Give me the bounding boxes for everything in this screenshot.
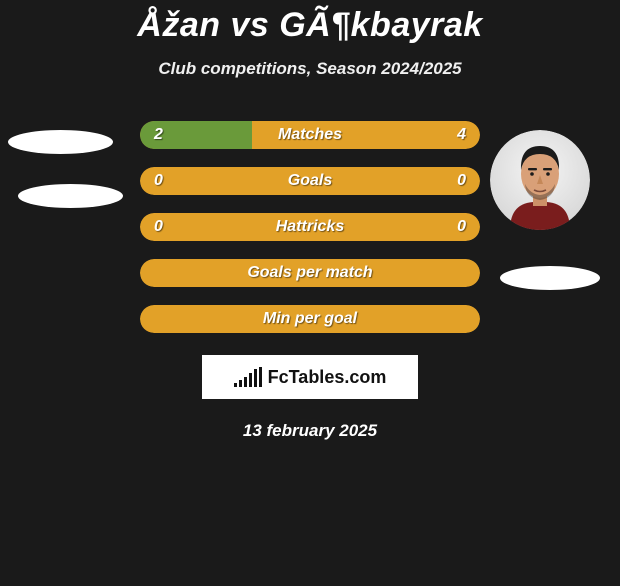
season-subtitle: Club competitions, Season 2024/2025	[0, 59, 620, 79]
branding-text: FcTables.com	[268, 367, 387, 388]
stat-row: Goals per match	[140, 259, 480, 287]
stat-value-right: 0	[457, 218, 466, 236]
stat-label: Matches	[140, 126, 480, 144]
stats-rows: 2Matches40Goals00Hattricks0 Goals per ma…	[0, 121, 620, 333]
stat-value-right: 0	[457, 172, 466, 190]
branding-box[interactable]: FcTables.com	[202, 355, 418, 399]
stat-row: 0Goals0	[140, 167, 480, 195]
stat-row: Min per goal	[140, 305, 480, 333]
branding-bars-icon	[234, 367, 262, 387]
stat-row: 0Hattricks0	[140, 213, 480, 241]
stat-label: Min per goal	[140, 310, 480, 328]
stat-label: Goals	[140, 172, 480, 190]
stat-row: 2Matches4	[140, 121, 480, 149]
stat-label: Goals per match	[140, 264, 480, 282]
page-title: Åžan vs GÃ¶kbayrak	[0, 6, 620, 45]
comparison-card: Åžan vs GÃ¶kbayrak Club competitions, Se…	[0, 6, 620, 441]
comparison-date: 13 february 2025	[0, 421, 620, 441]
stat-value-right: 4	[457, 126, 466, 144]
stat-label: Hattricks	[140, 218, 480, 236]
